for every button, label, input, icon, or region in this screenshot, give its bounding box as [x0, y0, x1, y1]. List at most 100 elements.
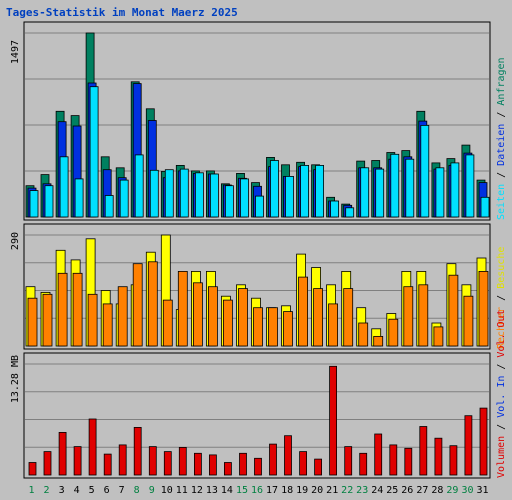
day-label-14: 14 [221, 485, 233, 496]
bar-rechner-day-28 [433, 326, 444, 347]
panel-visits-hosts [23, 223, 491, 350]
bottom-ymax-label: 13.28 MB [10, 355, 21, 403]
bar-volumen-day-20 [314, 458, 323, 476]
bar-seiten-day-10 [164, 169, 174, 218]
legend-rechner: Rechner [496, 307, 507, 349]
bar-rechner-day-6 [102, 303, 113, 347]
bar-rechner-day-14 [222, 299, 233, 347]
bar-rechner-day-7 [117, 286, 128, 347]
bar-rechner-day-30 [463, 295, 474, 347]
bar-volumen-day-10 [163, 451, 172, 476]
day-label-5: 5 [89, 485, 95, 496]
legend-seiten: Seiten [496, 184, 507, 220]
bar-seiten-day-29 [450, 162, 460, 218]
bar-seiten-day-1 [29, 190, 39, 218]
bar-volumen-day-29 [449, 445, 458, 476]
bar-rechner-day-8 [132, 263, 143, 347]
panel-requests-files-pages [23, 21, 491, 221]
legend-separator: / [496, 418, 507, 436]
legend-top: Seiten / Dateien / Anfragen [496, 57, 507, 220]
bar-volumen-day-21 [329, 365, 338, 476]
bar-seiten-day-24 [375, 168, 385, 218]
bar-volumen-day-15 [239, 452, 247, 476]
bar-volumen-day-22 [344, 446, 353, 476]
bar-rechner-day-12 [192, 282, 203, 347]
bar-volumen-day-4 [73, 446, 82, 476]
bar-rechner-day-16 [253, 307, 263, 347]
bar-volumen-day-30 [464, 415, 473, 476]
bar-volumen-day-14 [223, 462, 232, 476]
day-label-9: 9 [149, 485, 155, 496]
bar-seiten-day-8 [134, 154, 144, 218]
day-label-28: 28 [431, 485, 443, 496]
day-label-10: 10 [161, 485, 173, 496]
bar-rechner-day-2 [42, 293, 53, 347]
day-label-7: 7 [119, 485, 125, 496]
day-label-6: 6 [104, 485, 110, 496]
legend-besuche: Besuche [496, 247, 507, 289]
bar-rechner-day-20 [313, 288, 324, 347]
day-label-1: 1 [28, 485, 34, 496]
legend-vol-out: Vol. Out [496, 309, 507, 357]
bar-seiten-day-31 [480, 196, 490, 218]
bar-seiten-day-9 [149, 169, 159, 218]
bar-rechner-day-1 [27, 297, 38, 347]
bar-rechner-day-4 [72, 272, 83, 347]
bar-volumen-day-11 [178, 446, 187, 476]
bar-seiten-day-20 [315, 164, 325, 218]
bar-rechner-day-24 [373, 335, 384, 347]
day-label-22: 22 [341, 485, 353, 496]
day-label-26: 26 [401, 485, 413, 496]
day-label-12: 12 [191, 485, 203, 496]
bar-volumen-day-2 [43, 451, 52, 476]
day-label-20: 20 [311, 485, 323, 496]
day-label-21: 21 [326, 485, 338, 496]
bar-volumen-day-23 [359, 452, 368, 476]
bar-seiten-day-4 [74, 178, 84, 218]
bar-rechner-day-31 [478, 270, 489, 347]
legend-separator: / [496, 166, 507, 184]
bar-seiten-day-18 [285, 175, 294, 218]
bar-volumen-day-3 [58, 431, 67, 476]
legend-vol-in: Vol. In [496, 376, 507, 418]
day-label-27: 27 [416, 485, 428, 496]
bar-seiten-day-25 [390, 153, 400, 218]
bar-seiten-day-27 [420, 125, 430, 218]
top-ymax-label: 1497 [10, 40, 21, 64]
bar-seiten-day-11 [179, 168, 189, 218]
bar-rechner-day-17 [268, 307, 278, 347]
day-label-30: 30 [461, 485, 473, 496]
bar-seiten-day-19 [300, 164, 310, 218]
day-label-13: 13 [206, 485, 218, 496]
day-label-2: 2 [43, 485, 49, 496]
day-label-4: 4 [74, 485, 80, 496]
bar-volumen-day-16 [254, 457, 262, 476]
day-label-19: 19 [296, 485, 308, 496]
bar-seiten-day-16 [255, 195, 264, 218]
bar-seiten-day-2 [44, 185, 54, 218]
day-label-16: 16 [251, 485, 263, 496]
bar-volumen-day-13 [208, 454, 217, 476]
bar-seiten-day-12 [194, 172, 204, 218]
bar-seiten-day-3 [59, 156, 69, 218]
bar-rechner-day-15 [238, 288, 248, 347]
bar-seiten-day-28 [435, 167, 445, 218]
bar-volumen-day-24 [374, 433, 383, 476]
bar-rechner-day-11 [177, 270, 188, 347]
legend-separator: / [496, 106, 507, 124]
bar-seiten-day-15 [240, 178, 249, 218]
bar-seiten-day-21 [330, 200, 340, 218]
bar-rechner-day-10 [162, 299, 173, 347]
bar-rechner-day-23 [358, 322, 369, 347]
bar-volumen-day-17 [269, 443, 277, 476]
bar-volumen-day-18 [284, 435, 292, 476]
bar-seiten-day-30 [465, 154, 475, 218]
legend-middle: Rechner / Besuche [496, 247, 507, 349]
panel-volume [23, 352, 491, 479]
day-label-23: 23 [356, 485, 368, 496]
day-label-3: 3 [59, 485, 65, 496]
bar-volumen-day-9 [148, 446, 157, 476]
bar-rechner-day-22 [343, 288, 354, 347]
bar-volumen-day-25 [389, 444, 398, 476]
